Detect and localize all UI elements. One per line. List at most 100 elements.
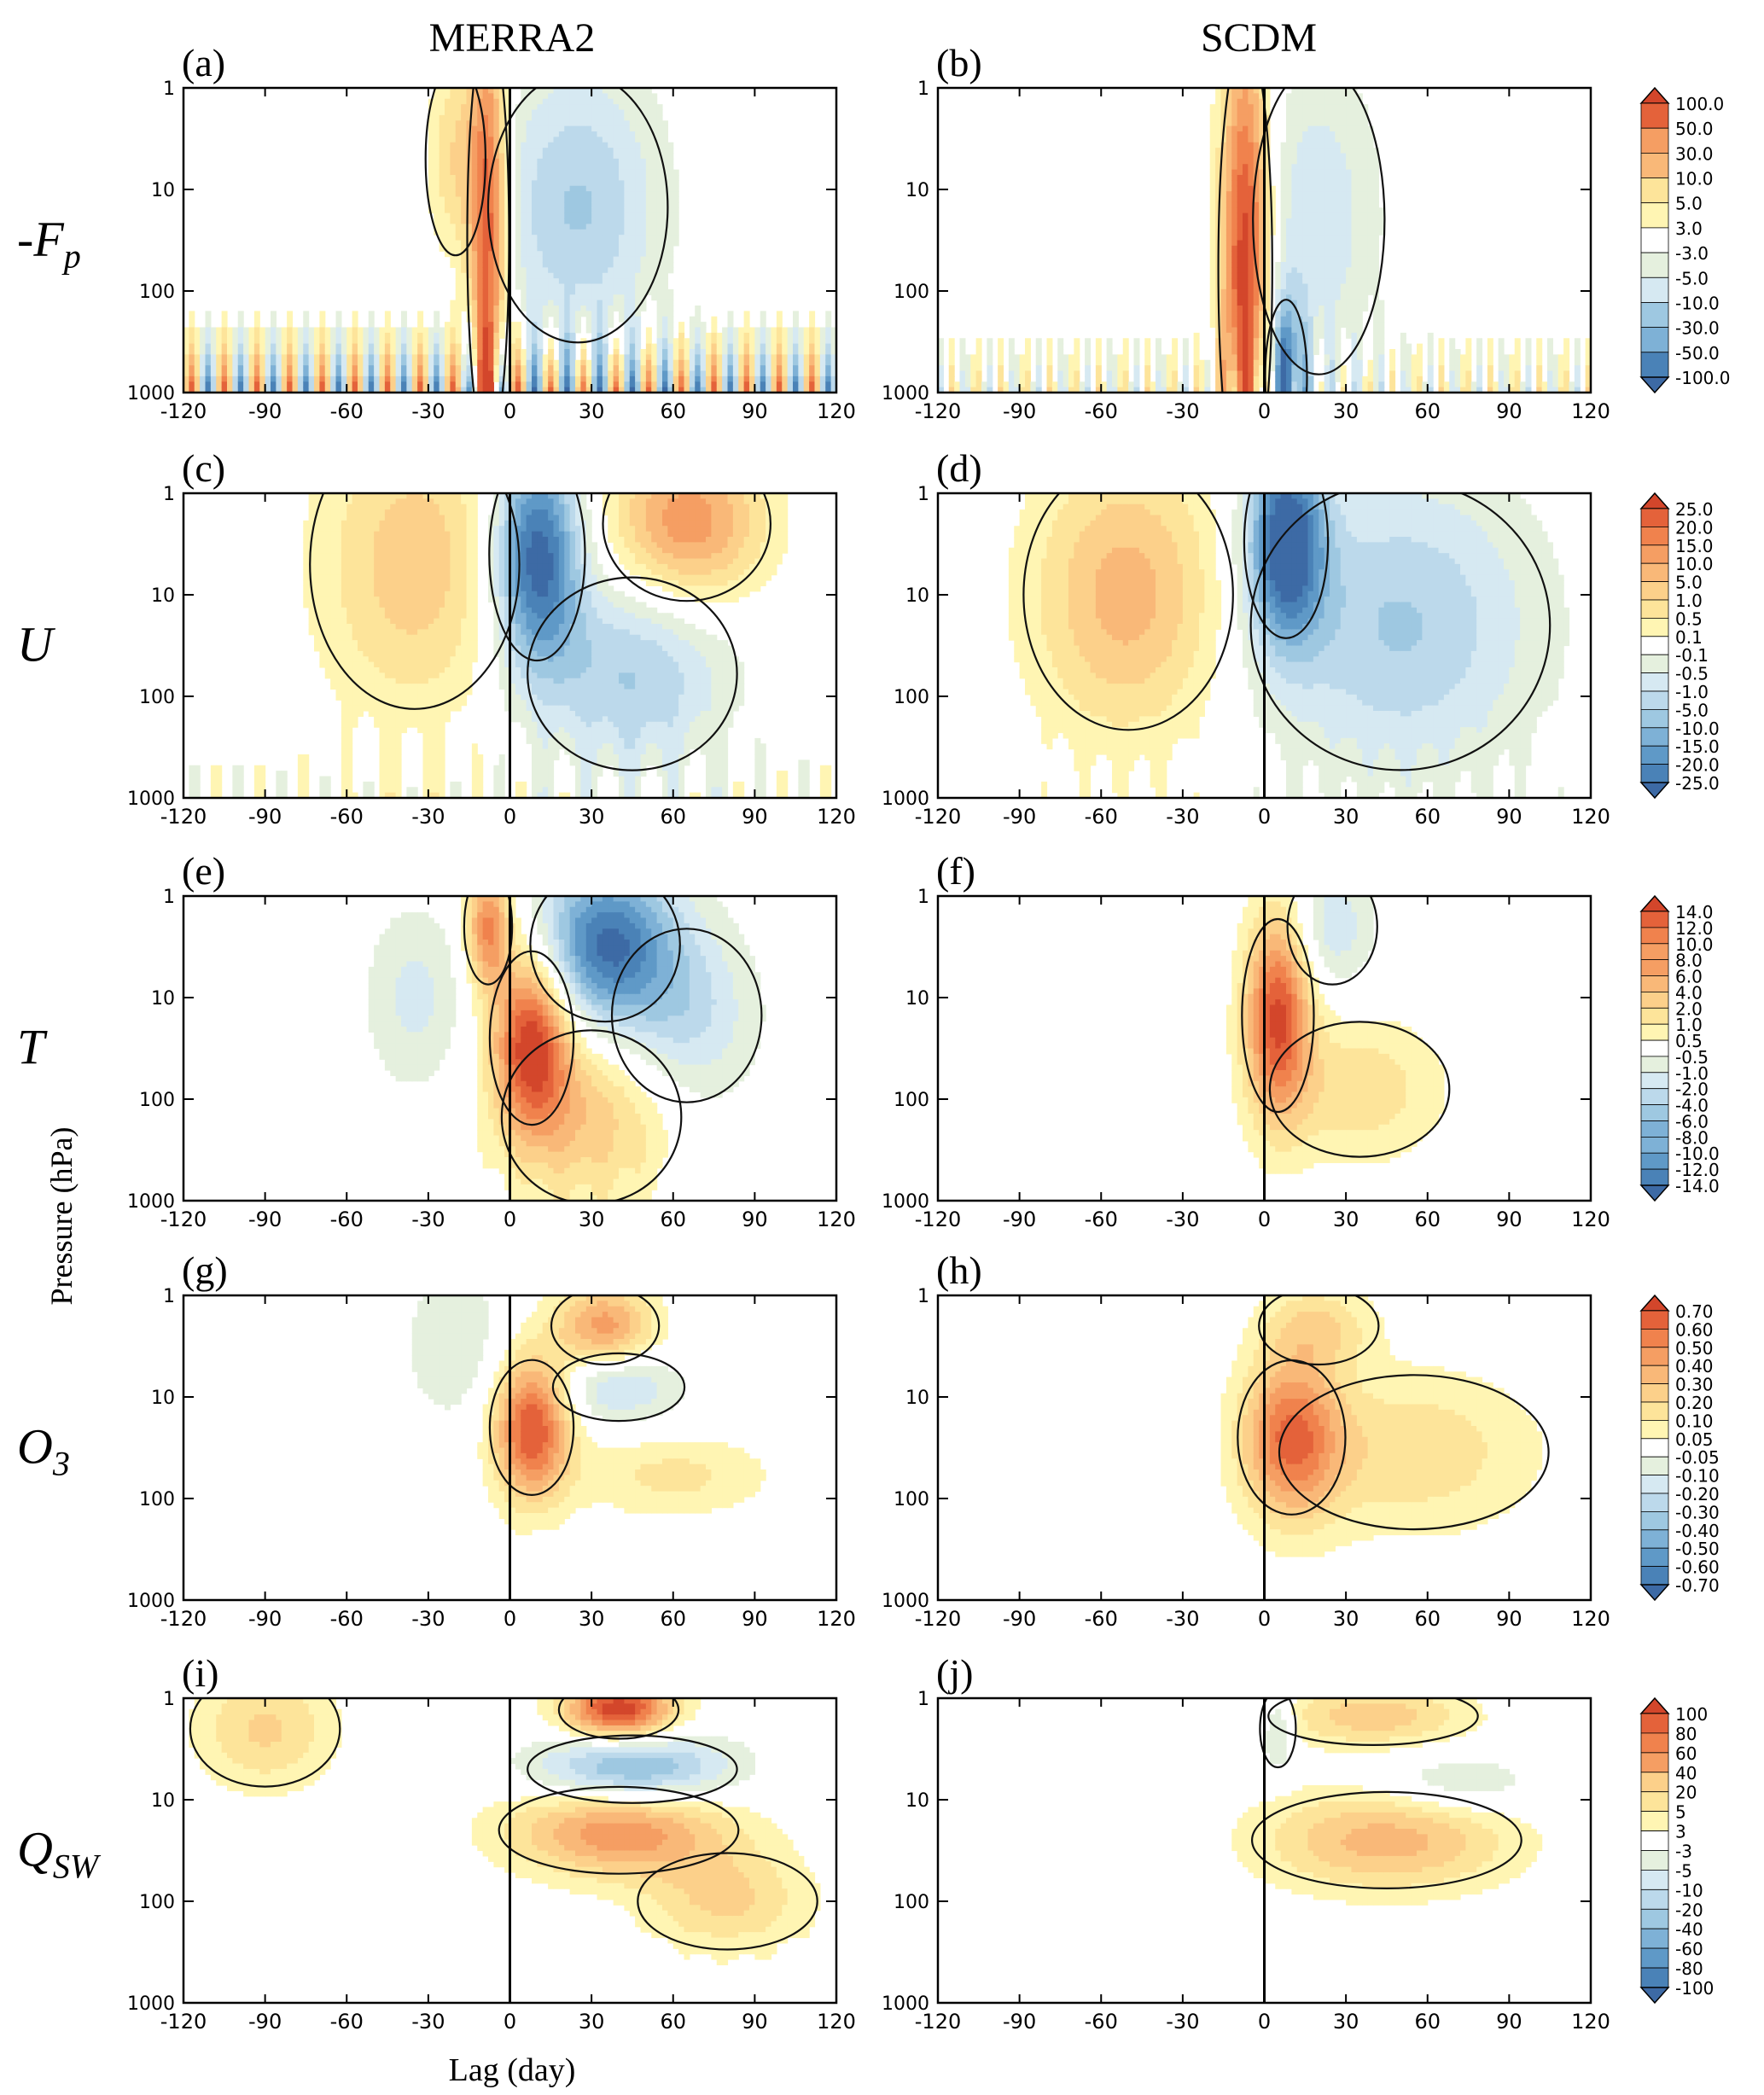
heatmap-cell (1313, 109, 1319, 116)
heatmap-cell (1215, 332, 1222, 339)
heatmap-cell (1340, 164, 1347, 171)
heatmap-cell (569, 142, 576, 148)
heatmap-cell (445, 180, 451, 187)
heatmap-cell (352, 311, 358, 317)
heatmap-cell (608, 114, 614, 121)
heatmap-cell (542, 229, 549, 236)
heatmap-cell (466, 365, 473, 372)
heatmap-cell (1237, 349, 1243, 355)
heatmap-cell (401, 370, 407, 377)
heatmap-cell (1237, 278, 1243, 285)
heatmap-cell (959, 387, 966, 393)
heatmap-cell (803, 370, 810, 377)
heatmap-cell (597, 370, 603, 377)
heatmap-cell (1269, 191, 1276, 198)
heatmap-cell (656, 311, 663, 317)
heatmap-cell (297, 338, 304, 345)
heatmap-cell (597, 332, 603, 339)
heatmap-cell (1248, 196, 1255, 203)
heatmap-cell (498, 327, 505, 334)
heatmap-cell (1166, 354, 1173, 361)
heatmap-cell (237, 343, 244, 350)
heatmap-cell (1286, 212, 1292, 219)
heatmap-field (938, 88, 1591, 393)
heatmap-cell (667, 191, 674, 198)
heatmap-cell (548, 158, 555, 165)
heatmap-cell (466, 359, 473, 366)
heatmap-cell (1307, 88, 1314, 94)
heatmap-cell (461, 224, 468, 230)
heatmap-cell (1144, 343, 1151, 350)
heatmap-cell (830, 327, 836, 334)
heatmap-cell (700, 365, 707, 372)
heatmap-cell (1340, 88, 1347, 94)
heatmap-cell (585, 88, 592, 94)
heatmap-cell (210, 354, 217, 361)
heatmap-cell (1243, 207, 1249, 214)
heatmap-cell (689, 370, 696, 377)
heatmap-cell (776, 381, 783, 388)
heatmap-cell (515, 191, 521, 198)
heatmap-cell (782, 349, 789, 355)
heatmap-cell (1209, 283, 1216, 290)
heatmap-cell (368, 387, 375, 393)
heatmap-cell (227, 349, 233, 355)
heatmap-cell (341, 354, 347, 361)
heatmap-cell (434, 349, 440, 355)
heatmap-cell (287, 387, 294, 393)
heatmap-cell (477, 294, 484, 301)
heatmap-cell (635, 316, 642, 323)
heatmap-cell (548, 164, 555, 171)
heatmap-cell (183, 375, 189, 382)
heatmap-cell (1335, 158, 1342, 165)
heatmap-cell (640, 185, 647, 192)
heatmap-cell (1335, 278, 1342, 285)
heatmap-cell (580, 104, 587, 111)
heatmap-cell (987, 338, 993, 345)
heatmap-cell (1324, 349, 1330, 355)
heatmap-cell (1346, 311, 1353, 317)
heatmap-cell (471, 251, 478, 258)
heatmap-cell (803, 343, 810, 350)
heatmap-cell (787, 387, 794, 393)
heatmap-cell (183, 365, 189, 372)
heatmap-cell (553, 218, 560, 224)
heatmap-cell (1237, 191, 1243, 198)
heatmap-cell (1243, 142, 1249, 148)
heatmap-cell (368, 316, 375, 323)
heatmap-cell (706, 332, 712, 339)
heatmap-cell (1225, 201, 1232, 208)
heatmap-cell (521, 278, 527, 285)
heatmap-cell (374, 354, 381, 361)
heatmap-cell (938, 365, 944, 372)
heatmap-cell (580, 306, 587, 311)
heatmap-cell (722, 375, 729, 382)
heatmap-cell (450, 322, 457, 329)
y-tick-label: 100 (139, 282, 175, 303)
heatmap-cell (1335, 251, 1342, 258)
heatmap-cell (1286, 272, 1292, 279)
heatmap-cell (1291, 235, 1298, 242)
heatmap-cell (417, 327, 424, 334)
heatmap-cell (635, 354, 642, 361)
heatmap-cell (471, 164, 478, 171)
heatmap-cell (477, 245, 484, 252)
heatmap-cell (727, 311, 734, 317)
heatmap-cell (619, 120, 625, 127)
heatmap-cell (1346, 332, 1353, 339)
heatmap-cell (651, 343, 658, 350)
heatmap-cell (1275, 278, 1282, 285)
heatmap-cell (401, 354, 407, 361)
heatmap-cell (591, 332, 598, 339)
heatmap-cell (493, 322, 500, 329)
heatmap-cell (498, 137, 505, 143)
heatmap-cell (537, 251, 544, 258)
heatmap-cell (363, 349, 370, 355)
heatmap-cell (580, 294, 587, 301)
heatmap-cell (1243, 278, 1249, 285)
heatmap-cell (1248, 359, 1255, 366)
heatmap-cell (1307, 131, 1314, 137)
heatmap-cell (998, 359, 1004, 366)
heatmap-cell (1231, 120, 1238, 127)
heatmap-cell (232, 387, 239, 393)
